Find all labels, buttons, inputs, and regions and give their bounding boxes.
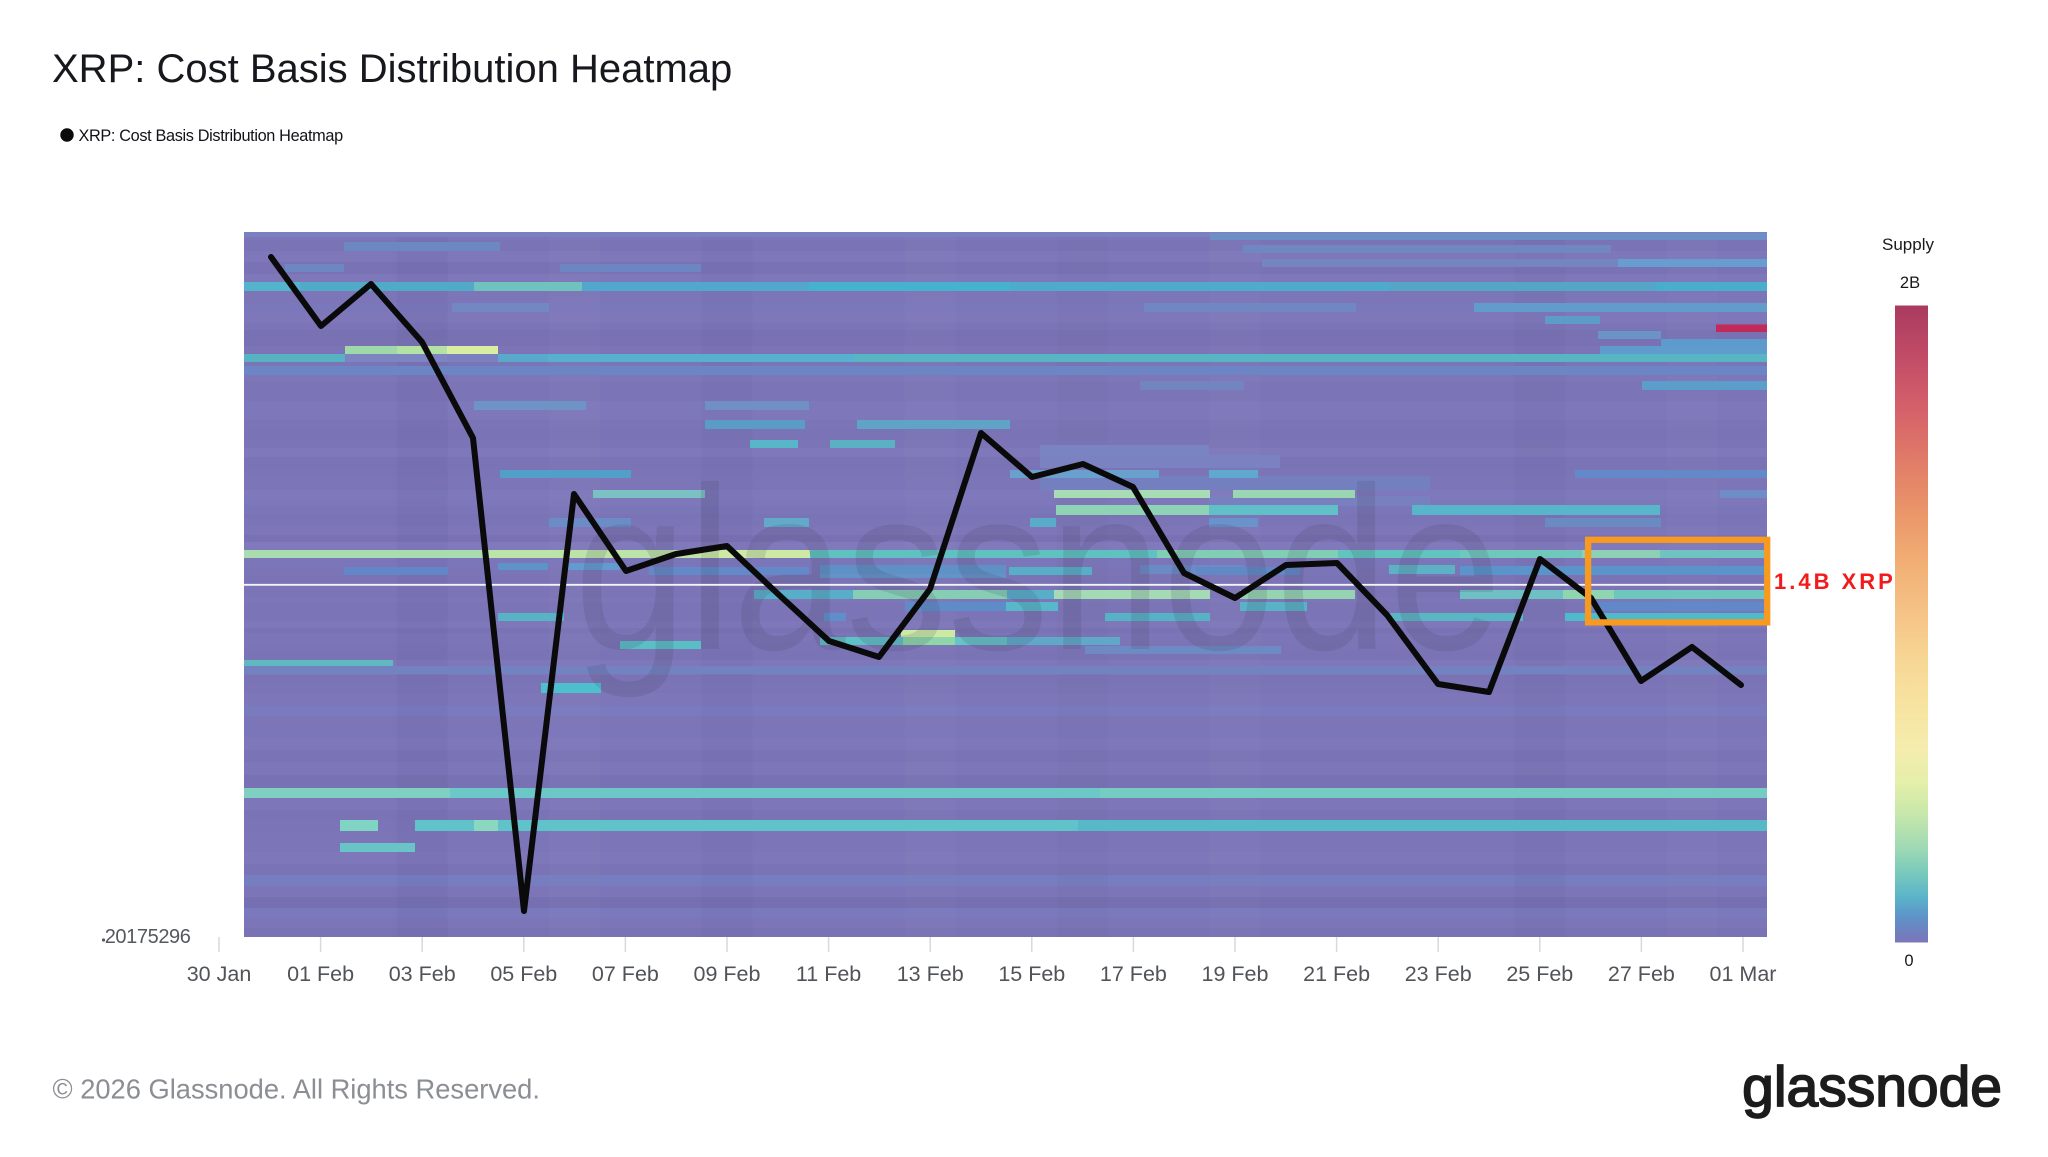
- svg-text:15 Feb: 15 Feb: [998, 962, 1065, 986]
- svg-text:01 Feb: 01 Feb: [287, 962, 354, 986]
- svg-text:glassnode: glassnode: [574, 440, 1502, 699]
- svg-text:© 2026 Glassnode. All Rights R: © 2026 Glassnode. All Rights Reserved.: [53, 1074, 540, 1105]
- svg-text:01 Mar: 01 Mar: [1710, 962, 1777, 986]
- svg-text:XRP: Cost Basis Distribution H: XRP: Cost Basis Distribution Heatmap: [79, 127, 344, 145]
- svg-text:11 Feb: 11 Feb: [796, 962, 861, 986]
- svg-text:13 Feb: 13 Feb: [897, 962, 964, 986]
- svg-text:23 Feb: 23 Feb: [1405, 962, 1472, 986]
- svg-text:05 Feb: 05 Feb: [490, 962, 557, 986]
- svg-text:0: 0: [1904, 952, 1913, 970]
- svg-text:25 Feb: 25 Feb: [1506, 962, 1573, 986]
- svg-text:21 Feb: 21 Feb: [1303, 962, 1370, 986]
- svg-text:30 Jan: 30 Jan: [187, 962, 252, 986]
- svg-text:XRP: Cost Basis Distribution H: XRP: Cost Basis Distribution Heatmap: [52, 47, 732, 91]
- svg-text:glassnode: glassnode: [1742, 1055, 2002, 1119]
- svg-text:27 Feb: 27 Feb: [1608, 962, 1675, 986]
- svg-text:17 Feb: 17 Feb: [1100, 962, 1167, 986]
- svg-text:07 Feb: 07 Feb: [592, 962, 659, 986]
- svg-text:03 Feb: 03 Feb: [389, 962, 456, 986]
- svg-text:1.4B XRP: 1.4B XRP: [1774, 569, 1896, 594]
- svg-text:2B: 2B: [1900, 274, 1920, 292]
- svg-text:09 Feb: 09 Feb: [694, 962, 761, 986]
- svg-text:20175296: 20175296: [105, 926, 191, 948]
- svg-text:19 Feb: 19 Feb: [1202, 962, 1269, 986]
- svg-text:Supply: Supply: [1882, 235, 1934, 254]
